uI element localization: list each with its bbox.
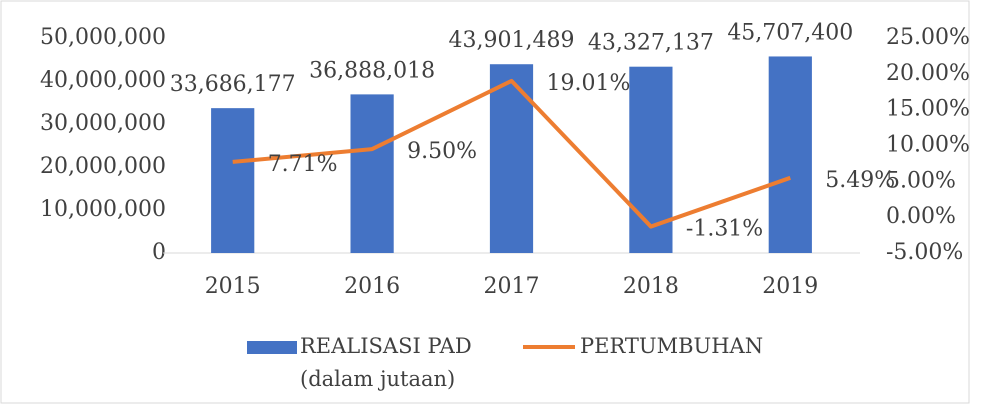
y2-tick-label: 20.00% (886, 61, 970, 86)
y-tick-label: 30,000,000 (40, 111, 166, 136)
x-tick-label: 2015 (205, 274, 261, 299)
legend-label: REALISASI PAD (dalam jutaan) (300, 334, 472, 391)
bar (768, 56, 812, 254)
x-tick-label: 2016 (344, 274, 400, 299)
data-label: 19.01% (547, 71, 631, 96)
y-tick-label: 20,000,000 (40, 154, 166, 179)
data-label: 45,707,400 (727, 20, 853, 45)
y2-tick-label: 10.00% (886, 133, 970, 158)
data-label: 33,686,177 (170, 72, 296, 97)
x-tick-label: 2017 (484, 274, 540, 299)
y2-tick-label: 15.00% (886, 97, 970, 122)
y-tick-label: 50,000,000 (40, 25, 166, 50)
data-label: 5.49% (825, 168, 895, 193)
data-label: 43,901,489 (449, 28, 575, 53)
data-label: 9.50% (407, 139, 477, 164)
data-label: 7.71% (268, 152, 338, 177)
y2-tick-label: 25.00% (886, 25, 970, 50)
bar (350, 94, 394, 253)
data-label: -1.31% (686, 217, 763, 242)
x-tick-label: 2018 (623, 274, 679, 299)
x-tick-label: 2019 (762, 274, 818, 299)
y-tick-label: 0 (152, 240, 166, 265)
bar (211, 108, 255, 253)
data-label: 36,888,018 (309, 58, 435, 83)
y-tick-label: 40,000,000 (40, 68, 166, 93)
y2-tick-label: 0.00% (886, 204, 956, 229)
data-label: 43,327,137 (588, 31, 714, 56)
y2-tick-label: -5.00% (886, 240, 963, 265)
bar (489, 64, 534, 253)
legend-label: PERTUMBUHAN (580, 334, 764, 358)
line (232, 78, 791, 229)
y2-tick-label: 5.00% (886, 168, 956, 193)
chart-border (0, 0, 970, 404)
y-tick-label: 10,000,000 (40, 197, 166, 222)
legend-swatch-bar (247, 341, 297, 354)
